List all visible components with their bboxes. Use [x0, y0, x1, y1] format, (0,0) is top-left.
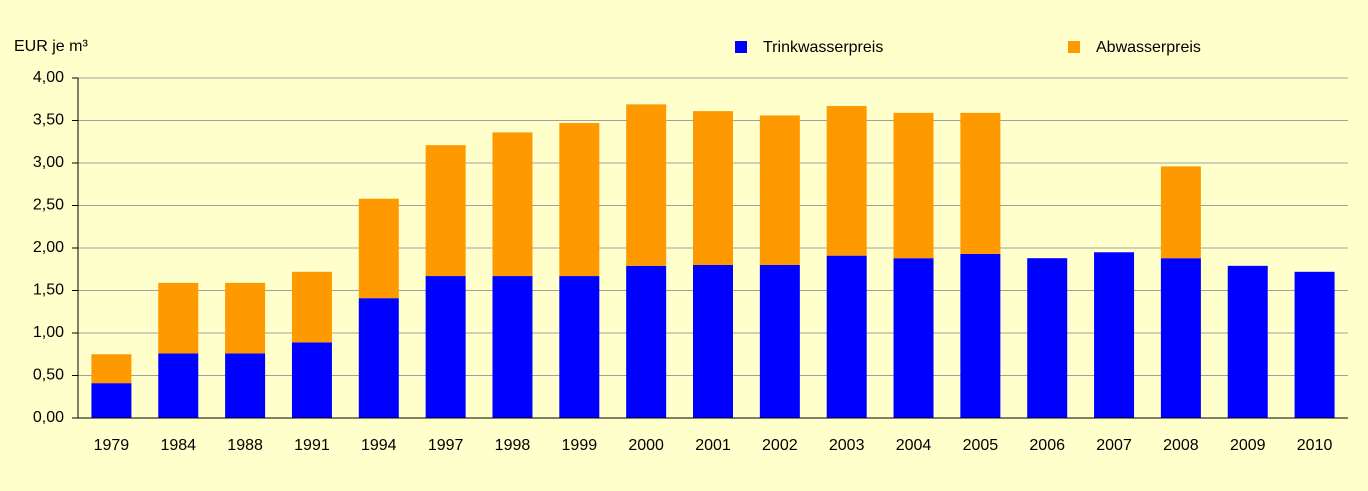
x-tick-label: 1999 [562, 437, 598, 454]
bar-segment [91, 383, 132, 418]
bar-segment [358, 298, 399, 418]
legend-label: Abwasserpreis [1096, 39, 1201, 56]
bar-segment [759, 265, 800, 418]
bar-segment [1094, 252, 1135, 418]
x-tick-label: 2003 [829, 437, 865, 454]
x-tick-label: 2000 [628, 437, 664, 454]
bar-segment [960, 112, 1001, 254]
x-tick-label: 2010 [1297, 437, 1333, 454]
bar-segment [960, 253, 1001, 418]
x-tick-label: 1997 [428, 437, 464, 454]
bar-segment [626, 104, 667, 266]
bar-segment [1160, 258, 1201, 418]
y-tick-label: 1,50 [33, 282, 64, 299]
x-tick-label: 2004 [896, 437, 932, 454]
x-tick-label: 1984 [160, 437, 196, 454]
bar-segment [158, 353, 199, 418]
x-tick-label: 2005 [963, 437, 999, 454]
bar-segment [1227, 265, 1268, 418]
y-axis-label: EUR je m³ [14, 38, 88, 55]
bar-segment [693, 111, 733, 266]
y-tick-label: 2,00 [33, 239, 64, 256]
x-tick-label: 1998 [495, 437, 531, 454]
x-tick-label: 2008 [1163, 437, 1199, 454]
bar-segment [91, 354, 132, 384]
x-tick-label: 1991 [294, 437, 330, 454]
bar-segment [893, 112, 934, 259]
legend-swatch [735, 41, 747, 53]
bar-segment [693, 265, 733, 418]
bar-segment [291, 271, 332, 343]
bar-segment [492, 132, 533, 277]
x-tick-label: 2002 [762, 437, 798, 454]
bar-segment [225, 282, 266, 354]
x-tick-label: 1979 [94, 437, 130, 454]
bar-segment [158, 282, 199, 354]
legend-swatch [1068, 41, 1080, 53]
bar-segment [559, 276, 600, 418]
bar-segment [291, 342, 332, 418]
y-tick-label: 2,50 [33, 197, 64, 214]
x-tick-label: 2009 [1230, 437, 1266, 454]
bar-segment [425, 145, 466, 277]
bar-segment [492, 276, 533, 418]
bar-segment [225, 353, 266, 418]
y-tick-label: 0,50 [33, 367, 64, 384]
bar-segment [626, 265, 667, 418]
bar-segment [358, 198, 399, 299]
bar-segment [559, 123, 600, 277]
bar-segment [1027, 258, 1068, 418]
bar-segment [425, 276, 466, 418]
y-tick-label: 4,00 [33, 69, 64, 86]
y-tick-label: 1,00 [33, 324, 64, 341]
legend-label: Trinkwasserpreis [763, 39, 883, 56]
x-tick-label: 1994 [361, 437, 397, 454]
x-tick-label: 1988 [227, 437, 263, 454]
bar-segment [1160, 166, 1201, 259]
bar-segment [1294, 271, 1335, 418]
x-tick-label: 2006 [1029, 437, 1065, 454]
x-tick-label: 2001 [695, 437, 731, 454]
y-tick-label: 0,00 [33, 409, 64, 426]
bar-segment [759, 115, 800, 266]
y-tick-label: 3,50 [33, 112, 64, 129]
bar-segment [826, 255, 867, 418]
y-tick-label: 3,00 [33, 154, 64, 171]
bar-segment [893, 258, 934, 418]
bar-segment [826, 106, 867, 256]
x-tick-label: 2007 [1096, 437, 1132, 454]
